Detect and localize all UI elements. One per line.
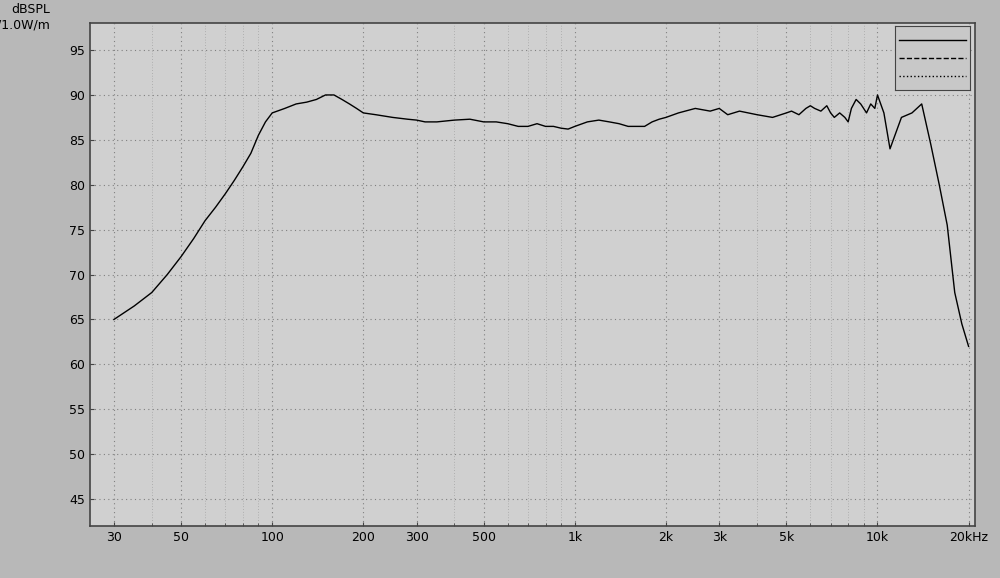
Y-axis label: dBSPL
/1.0W/m: dBSPL /1.0W/m: [0, 3, 50, 31]
